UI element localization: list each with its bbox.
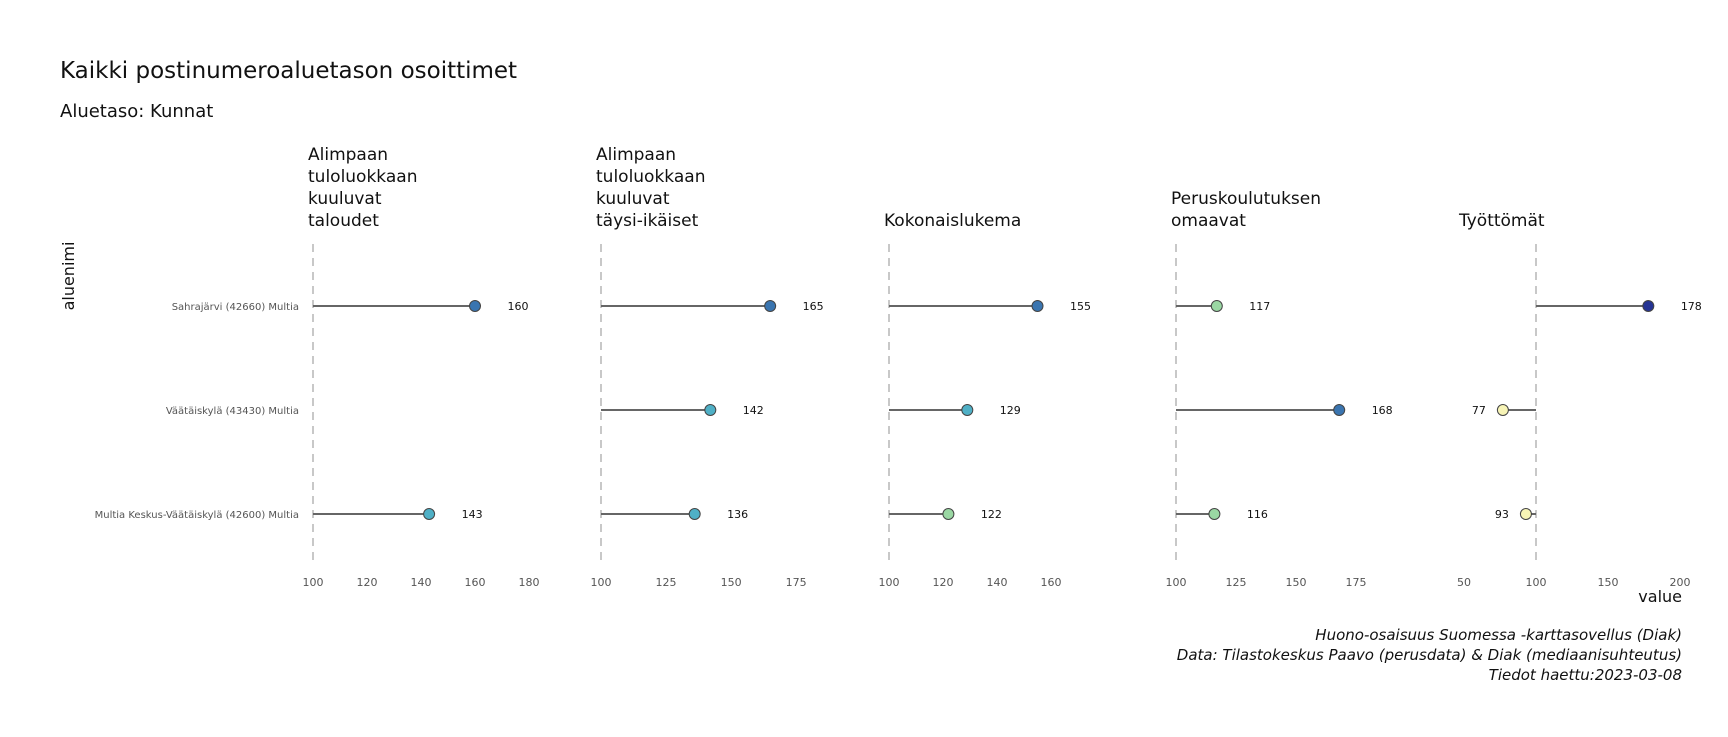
x-tick-label: 100: [1166, 576, 1187, 589]
data-point: [961, 404, 974, 416]
data-point: [1642, 300, 1655, 312]
facet-title: Työttömät: [1458, 211, 1545, 231]
facet-panel: Kokonaislukema 100 120 140 160 155 129 122: [879, 211, 1092, 589]
facet-panel: Alimpaantuloluokkaankuuluvattäysi-ikäise…: [591, 145, 824, 589]
facet-title: kuuluvat: [308, 189, 382, 209]
facet-panel: Työttömät 50 100 150 200 178 77 93: [1457, 211, 1702, 589]
data-label: 168: [1372, 404, 1393, 417]
data-label: 77: [1472, 404, 1486, 417]
y-axis-title: aluenimi: [59, 242, 78, 311]
x-axis-title: value: [1638, 587, 1682, 606]
caption-line: Data: Tilastokeskus Paavo (perusdata) & …: [1177, 646, 1682, 664]
facet-title: tuloluokkaan: [308, 167, 417, 187]
facet-title: taloudet: [308, 211, 379, 231]
row-labels: Sahrajärvi (42660) Multia Väätäiskylä (43…: [95, 302, 299, 521]
x-tick-label: 175: [1346, 576, 1367, 589]
x-tick-label: 150: [1286, 576, 1307, 589]
data-label: 155: [1070, 300, 1091, 313]
x-tick-label: 100: [879, 576, 900, 589]
data-label: 160: [508, 300, 529, 313]
x-tick-label: 160: [1041, 576, 1062, 589]
data-label: 165: [803, 300, 824, 313]
data-point: [469, 300, 481, 312]
facet-title: Kokonaislukema: [884, 211, 1021, 231]
data-point: [704, 404, 717, 416]
x-tick-label: 100: [591, 576, 612, 589]
row-label: Multia Keskus-Väätäiskylä (42600) Multia: [95, 510, 299, 521]
data-label: 93: [1495, 508, 1509, 521]
data-point: [1519, 508, 1532, 520]
data-point: [1031, 300, 1044, 312]
row-label: Väätäiskylä (43430) Multia: [166, 406, 299, 417]
facet-title: Peruskoulutuksen: [1171, 189, 1321, 209]
x-tick-label: 200: [1670, 576, 1691, 589]
data-point: [1496, 404, 1509, 416]
x-tick-label: 140: [987, 576, 1008, 589]
x-tick-label: 160: [465, 576, 486, 589]
facet-title: täysi-ikäiset: [596, 211, 699, 231]
x-tick-label: 150: [721, 576, 742, 589]
data-label: 143: [462, 508, 483, 521]
facet-title: Alimpaan: [596, 145, 676, 165]
data-point: [764, 300, 777, 312]
data-label: 142: [743, 404, 764, 417]
data-point: [423, 508, 436, 520]
facet-title: omaavat: [1171, 211, 1246, 231]
x-tick-label: 120: [933, 576, 954, 589]
x-tick-label: 140: [411, 576, 432, 589]
chart-title: Kaikki postinumeroaluetason osoittimet: [60, 58, 517, 84]
x-tick-label: 120: [357, 576, 378, 589]
x-tick-label: 100: [1526, 576, 1547, 589]
data-label: 178: [1681, 300, 1702, 313]
row-label: Sahrajärvi (42660) Multia: [172, 302, 299, 313]
data-point: [942, 508, 955, 520]
data-point: [1208, 508, 1221, 520]
x-tick-label: 100: [303, 576, 324, 589]
data-label: 136: [727, 508, 748, 521]
caption-line: Huono-osaisuus Suomessa -karttasovellus …: [1315, 626, 1682, 644]
caption-line: Tiedot haettu:2023-03-08: [1489, 666, 1682, 684]
chart-subtitle: Aluetaso: Kunnat: [60, 101, 213, 122]
data-point: [688, 508, 701, 520]
facet-title: kuuluvat: [596, 189, 670, 209]
x-tick-label: 175: [786, 576, 807, 589]
facet-title: Alimpaan: [308, 145, 388, 165]
data-point: [1210, 300, 1223, 312]
x-tick-label: 50: [1457, 576, 1471, 589]
x-tick-label: 180: [519, 576, 540, 589]
data-label: 117: [1249, 300, 1270, 313]
caption: Huono-osaisuus Suomessa -karttasovellus …: [1177, 626, 1682, 684]
x-tick-label: 150: [1598, 576, 1619, 589]
data-label: 116: [1247, 508, 1268, 521]
data-point: [1333, 404, 1346, 416]
x-tick-label: 125: [656, 576, 677, 589]
data-label: 129: [1000, 404, 1021, 417]
data-label: 122: [981, 508, 1002, 521]
facet-title: tuloluokkaan: [596, 167, 705, 187]
x-tick-label: 125: [1226, 576, 1247, 589]
